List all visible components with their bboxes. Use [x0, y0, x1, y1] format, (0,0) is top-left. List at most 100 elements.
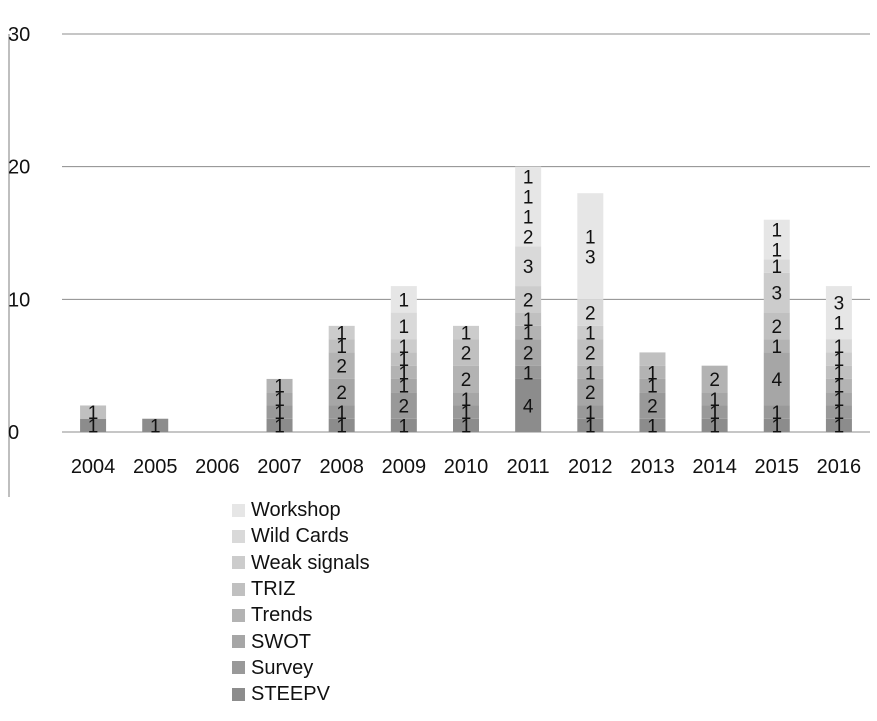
data-label: 1 [461, 324, 472, 345]
y-tick-label: 20 [8, 157, 30, 179]
data-label: 1 [709, 403, 720, 424]
x-tick-label: 2009 [382, 456, 427, 478]
x-tick-label: 2004 [71, 456, 116, 478]
y-tick-label: 10 [8, 289, 30, 311]
bar-segment [390, 365, 417, 379]
bar-segment [328, 352, 355, 379]
data-label: 2 [336, 357, 347, 378]
bar-segment [701, 365, 728, 393]
y-tick-label: 0 [8, 422, 19, 444]
bar-segment [453, 325, 479, 340]
bar-segment [266, 405, 293, 419]
data-label: 1 [647, 377, 658, 398]
x-tick-label: 2014 [692, 456, 737, 478]
y-tick-label: 30 [8, 24, 30, 46]
x-tick-label: 2006 [195, 456, 240, 478]
data-label: 1 [88, 416, 99, 437]
bar-segment [142, 418, 169, 432]
legend-swatch [232, 503, 245, 517]
data-label: 1 [399, 416, 410, 437]
legend-item: Weak signals [232, 550, 370, 576]
bar-segment [825, 365, 852, 379]
x-tick-label: 2015 [755, 456, 800, 478]
data-label: 1 [771, 416, 782, 437]
data-label: 1 [274, 390, 285, 411]
bar-segment [80, 418, 107, 432]
bar-segment [577, 339, 604, 366]
data-label: 1 [834, 314, 845, 335]
legend-swatch [232, 582, 245, 596]
bar-segment [453, 339, 479, 366]
bar-segment [577, 378, 604, 406]
legend-label: Wild Cards [251, 525, 349, 548]
bar-segment [701, 418, 728, 432]
x-tick-label: 2016 [817, 456, 862, 478]
data-label: 1 [336, 416, 347, 437]
bar-segment [515, 312, 542, 326]
data-label: 1 [834, 350, 845, 371]
bar-segment [763, 312, 790, 340]
data-label: 1 [585, 403, 596, 424]
data-label: 1 [399, 317, 410, 338]
legend-swatch [232, 529, 245, 543]
data-label: 2 [461, 370, 472, 391]
data-label: 1 [834, 390, 845, 411]
data-label: 1 [461, 403, 472, 424]
data-label: 1 [771, 257, 782, 278]
bar-segment [639, 418, 666, 432]
bar-segment [328, 378, 355, 406]
legend-item: Workshop [232, 497, 370, 523]
bar-segment [266, 392, 293, 406]
legend-label: Workshop [251, 499, 341, 522]
bar-segment [763, 272, 790, 313]
bar-segment [453, 392, 479, 406]
bar-segment [515, 339, 542, 366]
data-label: 1 [523, 363, 534, 384]
data-label: 1 [399, 337, 410, 358]
data-label: 4 [771, 370, 782, 391]
data-label: 1 [771, 403, 782, 424]
data-label: 1 [647, 416, 658, 437]
data-label: 2 [585, 383, 596, 404]
bar-segment [266, 378, 293, 393]
bar-segment [390, 339, 417, 353]
bar-segment [763, 219, 790, 260]
data-label: 2 [399, 396, 410, 417]
data-label: 2 [585, 304, 596, 325]
bar-segment [390, 352, 417, 366]
data-label: 1 [461, 416, 472, 437]
bar-segment [639, 365, 666, 379]
bar-segment [515, 378, 542, 432]
legend-item: Wild Cards [232, 523, 370, 549]
x-tick-label: 2013 [630, 456, 675, 478]
bar-segment [577, 365, 604, 379]
bar-segment [825, 418, 852, 432]
data-label: 1 [399, 363, 410, 384]
bar-segment [390, 418, 417, 432]
data-label: 2 [336, 383, 347, 404]
data-label: 1 [709, 416, 720, 437]
data-label: 1 [523, 310, 534, 331]
bar-segment [515, 166, 542, 247]
data-label: 3 [523, 257, 534, 278]
data-label: 1 [461, 390, 472, 411]
data-label: 1 [771, 221, 782, 242]
bar-segment [763, 405, 790, 419]
data-label: 2 [523, 290, 534, 311]
bar-segment [390, 392, 417, 419]
bar-segment [453, 365, 479, 393]
bar-segment [515, 325, 542, 340]
bar-segment [763, 259, 790, 273]
data-label: 2 [709, 370, 720, 391]
legend-label: TRIZ [251, 578, 296, 601]
data-label: 1 [336, 324, 347, 345]
legend-item: Survey [232, 655, 370, 681]
bar-segment [825, 339, 852, 353]
bar-segment [390, 312, 417, 340]
data-label: 1 [523, 187, 534, 208]
data-label: 1 [150, 416, 161, 437]
bar-segment [763, 352, 790, 406]
bar-segment [825, 405, 852, 419]
bar-segment [390, 378, 417, 393]
x-tick-label: 2012 [568, 456, 613, 478]
